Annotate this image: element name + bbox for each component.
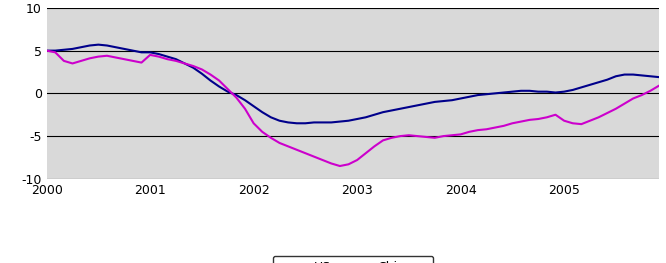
US [638, 74, 646, 77]
US [43, 49, 51, 52]
US [293, 122, 301, 125]
US [51, 49, 59, 52]
US [95, 43, 103, 46]
Chicago [595, 116, 603, 119]
Chicago [336, 164, 344, 168]
Line: US: US [47, 45, 666, 123]
US [603, 78, 611, 81]
Line: Chicago: Chicago [47, 50, 666, 166]
Chicago [43, 49, 51, 52]
Legend: US, Chicago: US, Chicago [273, 256, 433, 263]
Chicago [370, 145, 378, 148]
Chicago [51, 51, 59, 54]
US [414, 104, 422, 107]
US [379, 110, 387, 114]
Chicago [405, 134, 413, 137]
US [86, 44, 94, 47]
Chicago [629, 97, 637, 100]
Chicago [86, 57, 94, 60]
